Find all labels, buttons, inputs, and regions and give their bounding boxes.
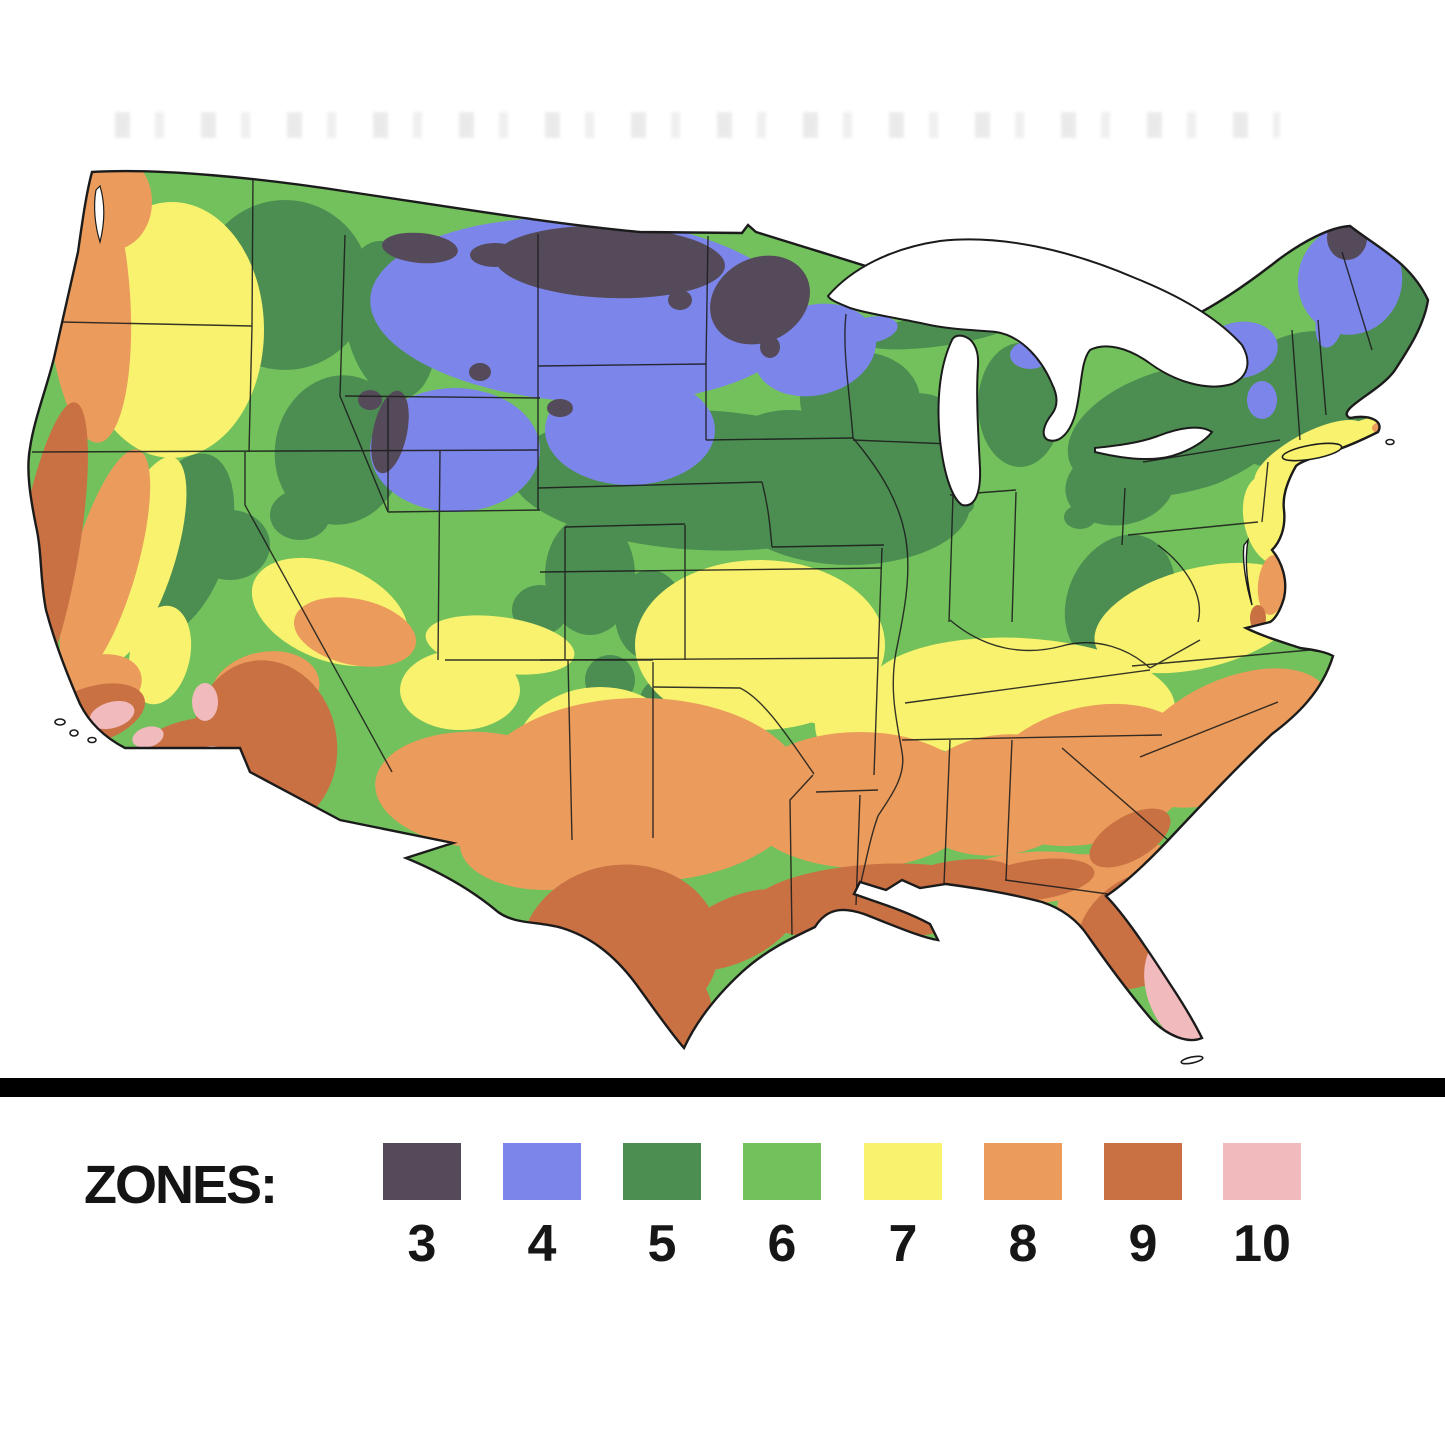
lake-michigan: [937, 334, 982, 507]
zone-7-swatch: [864, 1143, 942, 1200]
zone-5-number: 5: [647, 1215, 677, 1273]
long-island: [1281, 442, 1343, 462]
lake-erie: [1094, 426, 1214, 460]
legend-item-zone-3: 3: [383, 1143, 461, 1274]
divider-bar: [0, 1078, 1445, 1097]
zone-6-swatch: [743, 1143, 821, 1200]
zone-8-number: 8: [1008, 1215, 1038, 1273]
legend-item-zone-9: 9: [1104, 1143, 1182, 1274]
zone-3-swatch: [383, 1143, 461, 1200]
zone-9-swatch: [1104, 1143, 1182, 1200]
islands: [54, 438, 1395, 1065]
zone-3-number: 3: [407, 1215, 437, 1273]
legend: ZONES: 3 4 5 6 7 8 9: [0, 1130, 1445, 1330]
legend-item-zone-7: 7: [864, 1143, 942, 1274]
channel-island: [54, 718, 66, 726]
zone-fill-layers: [28, 171, 1428, 1048]
cape-cod-island: [1385, 438, 1395, 446]
florida-keys: [1180, 1055, 1204, 1065]
legend-item-zone-8: 8: [984, 1143, 1062, 1274]
legend-label: ZONES:: [84, 1155, 278, 1215]
zone-6-number: 6: [767, 1215, 797, 1273]
channel-island: [87, 736, 97, 744]
legend-item-zone-6: 6: [743, 1143, 821, 1274]
zone-5-swatch: [623, 1143, 701, 1200]
chesapeake-bay: [1242, 537, 1253, 606]
zone-8-swatch: [984, 1143, 1062, 1200]
zone-9-number: 9: [1128, 1215, 1158, 1273]
channel-island: [69, 729, 79, 737]
zone-7-number: 7: [888, 1215, 918, 1273]
zone-4-number: 4: [527, 1215, 557, 1273]
state-borders: [31, 173, 1373, 936]
legend-item-zone-4: 4: [503, 1143, 581, 1274]
zone-4-swatch: [503, 1143, 581, 1200]
lake-superior-huron: [826, 238, 1249, 442]
puget-sound: [94, 184, 105, 245]
faint-ghost-text: [115, 112, 1280, 138]
great-lakes: [94, 184, 1253, 606]
zone-10-number: 10: [1233, 1215, 1291, 1273]
legend-item-zone-10: 10: [1223, 1143, 1301, 1274]
zone-10-swatch: [1223, 1143, 1301, 1200]
legend-item-zone-5: 5: [623, 1143, 701, 1274]
